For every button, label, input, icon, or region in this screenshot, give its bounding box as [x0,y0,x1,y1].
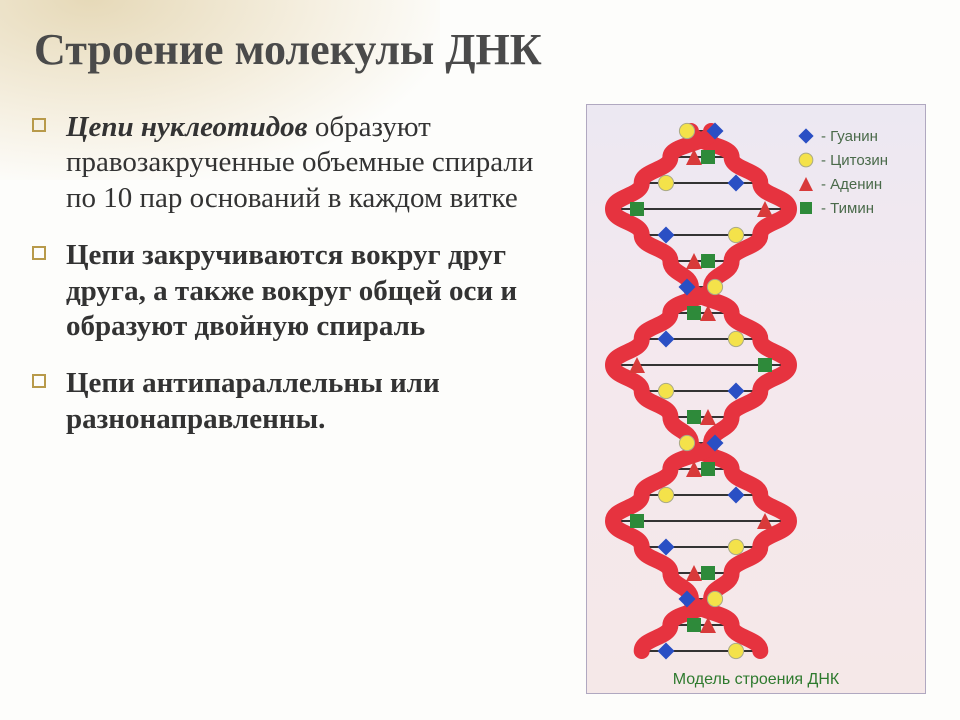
base-g-icon [656,537,676,557]
bullet-list: Цепи нуклеотидов образуют правозакрученн… [30,110,570,459]
base-g-icon [656,329,676,349]
base-g-icon [726,173,746,193]
base-g-icon [656,641,676,661]
bullet-marker-icon [30,244,48,267]
base-c-icon [656,485,676,505]
bullet-marker-icon [30,372,48,395]
rung-line [697,442,705,444]
base-c-icon [656,381,676,401]
base-t-icon [627,199,647,219]
bullet-text: Цепи закручиваются вокруг друг друга, а … [66,238,570,344]
legend-row: - Гуанин [797,127,917,145]
base-c-icon [705,277,725,297]
rung-line [697,286,705,288]
base-g-icon [677,277,697,297]
base-a-icon [698,407,718,427]
bullet-rest: Цепи закручиваются вокруг друг друга, а … [66,239,517,342]
base-t-icon [698,147,718,167]
base-c-icon [656,173,676,193]
base-t-icon [698,251,718,271]
bullet-item: Цепи нуклеотидов образуют правозакрученн… [30,110,570,216]
bullet-rest: Цепи антипараллельны или разнонаправленн… [66,367,440,434]
base-c-icon [726,329,746,349]
legend-label: - Аденин [821,176,917,193]
base-c-icon [677,121,697,141]
legend: - Гуанин - Цитозин - Аденин - Тимин [797,127,917,223]
legend-label: - Цитозин [821,152,917,169]
base-c-icon [705,589,725,609]
diagram-caption: Модель строения ДНК [587,671,925,689]
base-t-icon [627,511,647,531]
base-g-icon [677,589,697,609]
legend-row: - Тимин [797,199,917,217]
base-a-icon [627,355,647,375]
base-c-icon [726,225,746,245]
rung-line [697,598,705,600]
rung-line [697,130,705,132]
base-g-icon [726,485,746,505]
base-a-icon [755,511,775,531]
bullet-text: Цепи нуклеотидов образуют правозакрученн… [66,110,570,216]
circle-icon [797,151,815,169]
square-icon [797,199,815,217]
base-g-icon [656,225,676,245]
base-g-icon [705,433,725,453]
dna-diagram-panel: - Гуанин - Цитозин - Аденин - Тимин Модель … [586,104,926,694]
base-c-icon [677,433,697,453]
legend-row: - Аденин [797,175,917,193]
slide-title: Строение молекулы ДНК [34,24,542,75]
base-a-icon [755,199,775,219]
base-c-icon [726,537,746,557]
base-t-icon [755,355,775,375]
base-g-icon [705,121,725,141]
legend-row: - Цитозин [797,151,917,169]
bullet-marker-icon [30,116,48,139]
base-g-icon [726,381,746,401]
diamond-icon [797,127,815,145]
legend-label: - Гуанин [821,128,917,145]
bullet-lead: Цепи нуклеотидов [66,111,308,143]
bullet-item: Цепи закручиваются вокруг друг друга, а … [30,238,570,344]
base-t-icon [698,563,718,583]
base-a-icon [698,303,718,323]
legend-label: - Тимин [821,200,917,217]
helix-container [601,111,801,671]
triangle-icon [797,175,815,193]
bullet-text: Цепи антипараллельны или разнонаправленн… [66,366,570,437]
base-a-icon [698,615,718,635]
base-t-icon [698,459,718,479]
bullet-item: Цепи антипараллельны или разнонаправленн… [30,366,570,437]
base-c-icon [726,641,746,661]
